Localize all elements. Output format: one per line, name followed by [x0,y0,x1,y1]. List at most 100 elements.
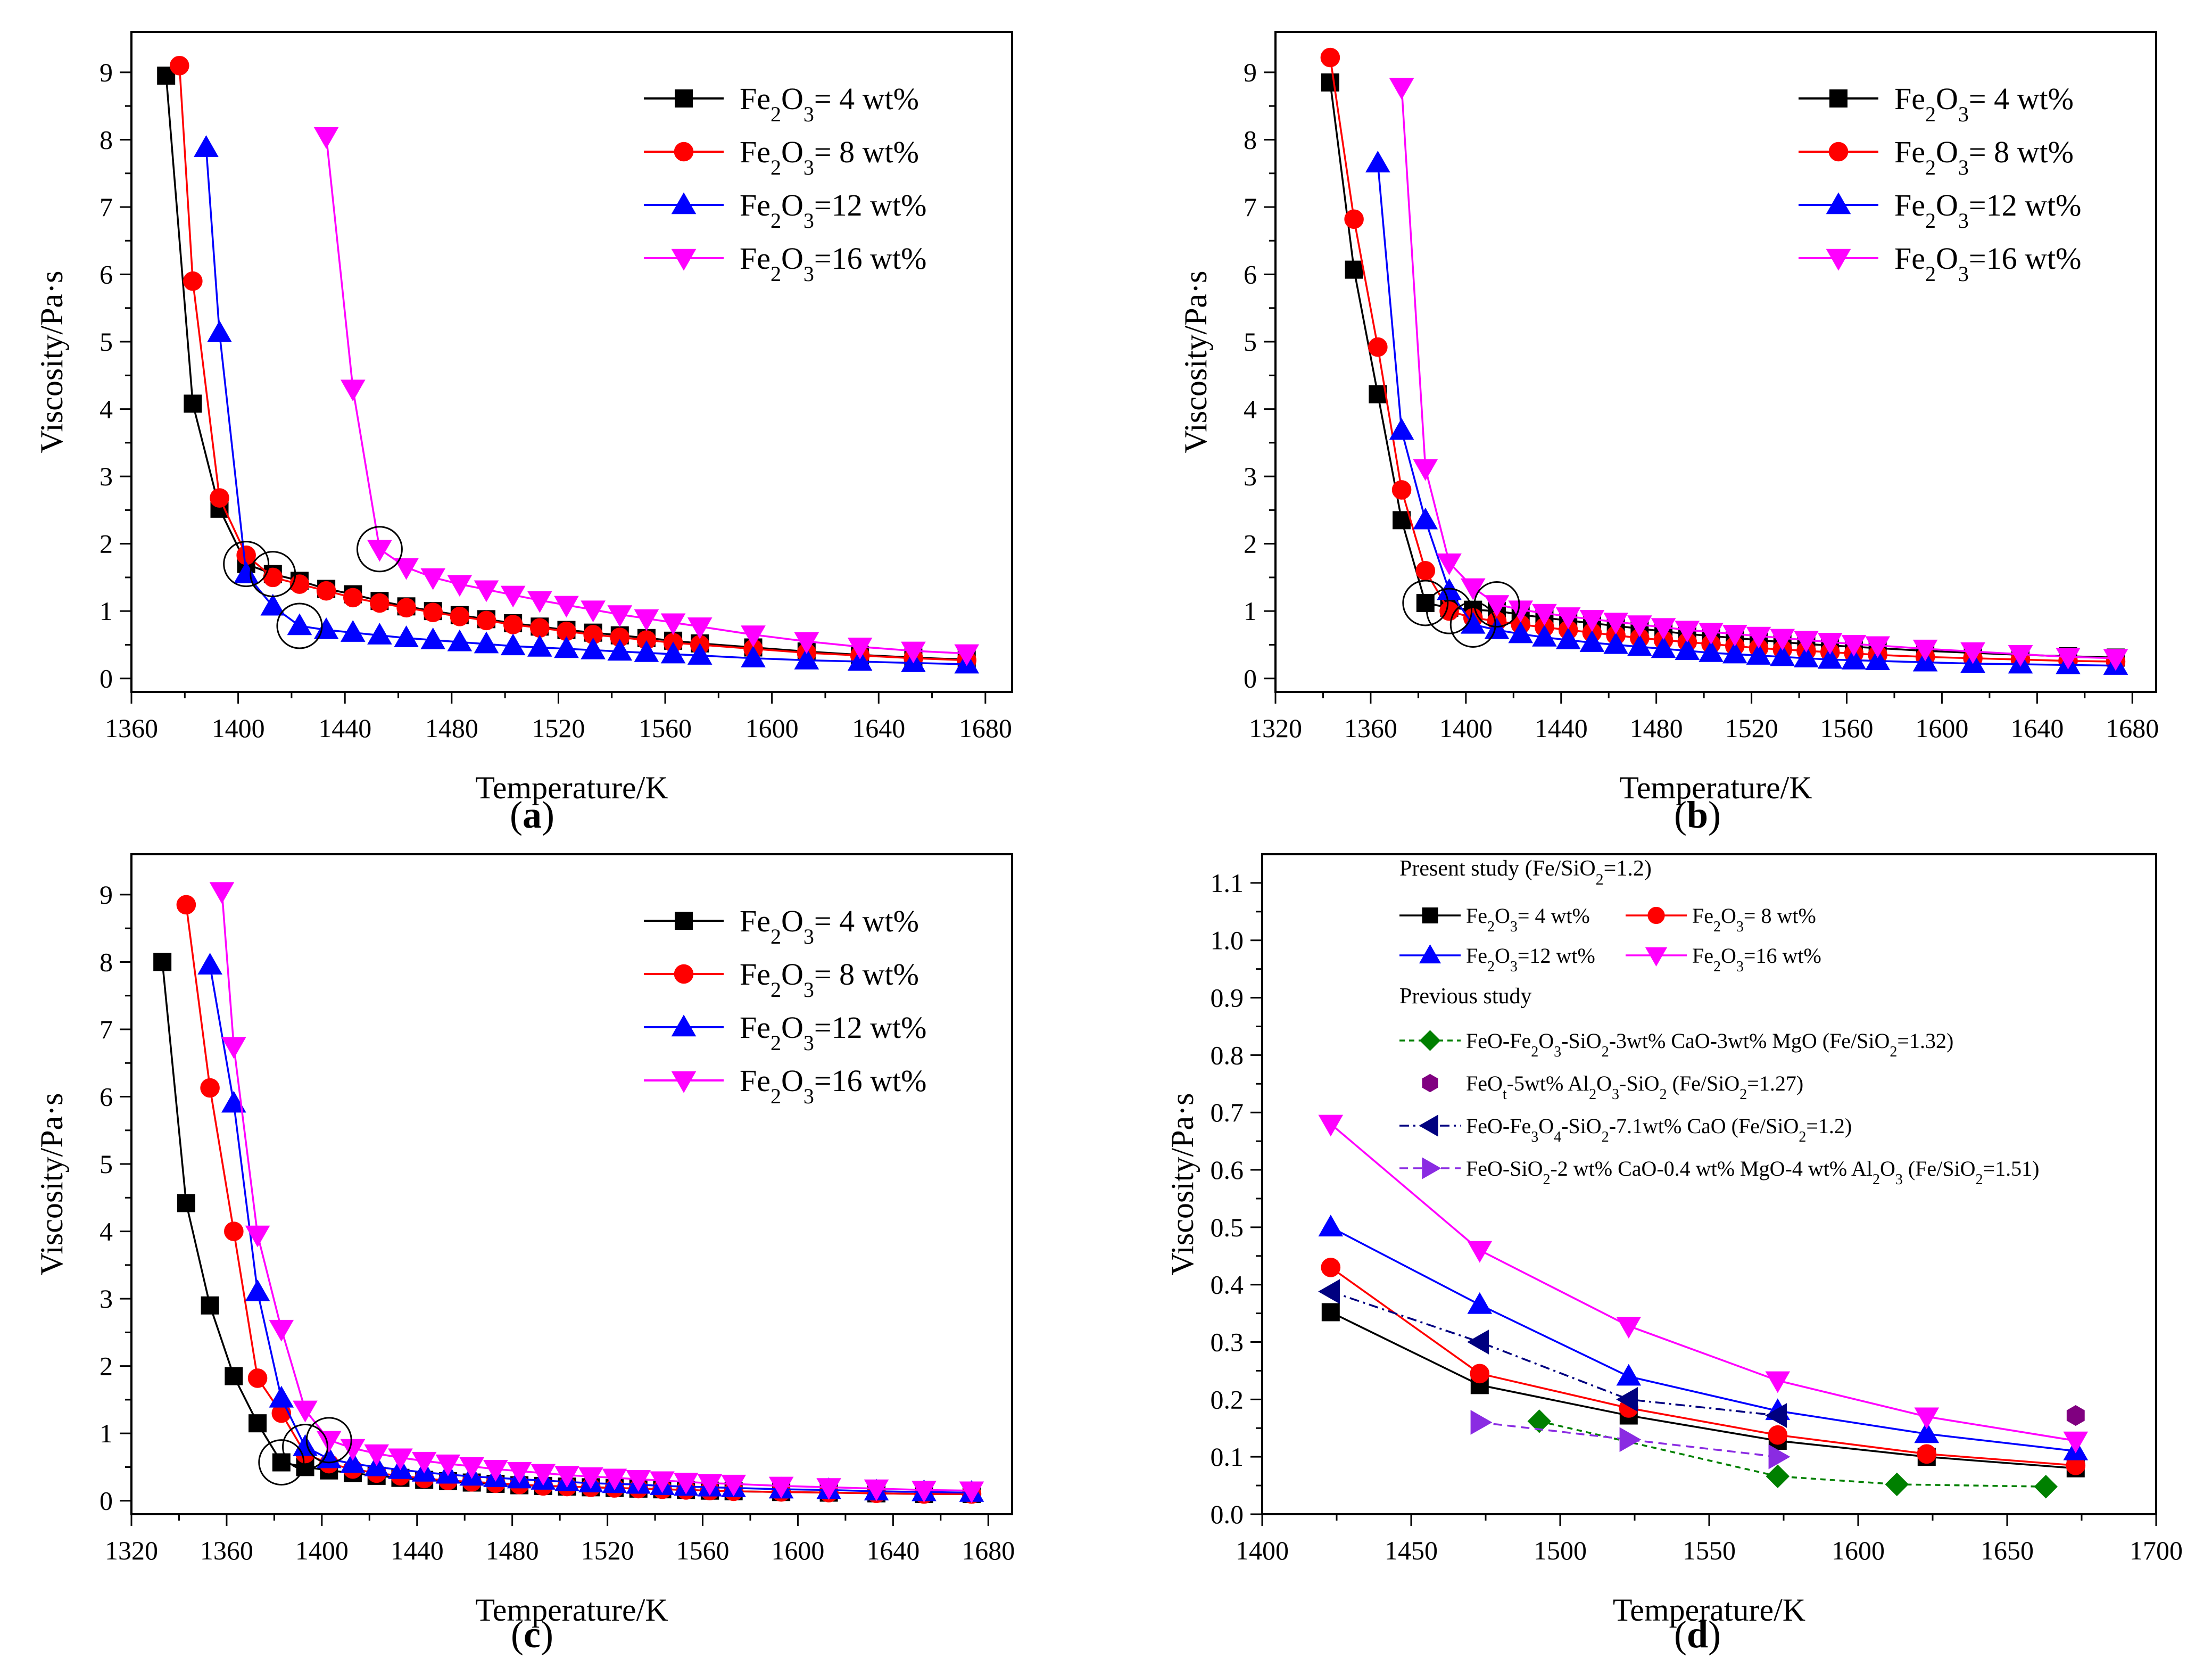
data-point [263,567,283,588]
data-point [1389,418,1414,440]
y-tick-label: 7 [1244,192,1257,222]
y-tick-label: 1 [100,596,113,626]
data-point [697,1474,723,1496]
data-point [1579,630,1605,652]
highlight-circle [1449,601,1496,648]
plot-frame [1274,31,2157,693]
data-point [1768,1425,1788,1445]
data-point [1616,1364,1642,1386]
data-point [721,1474,746,1497]
x-tick-label: 1400 [212,713,265,743]
y-axis-title: Viscosity/Pa·s [34,270,69,453]
legend-label: Fe2O3= 4 wt% [740,81,919,126]
highlight-circle [1426,588,1473,634]
y-axis-title: Viscosity/Pa·s [34,1093,69,1275]
legend-marker [675,89,693,108]
data-point [269,1319,294,1342]
data-point [1467,1330,1489,1355]
data-point [507,1462,532,1484]
legend-marker [1829,89,1848,108]
highlight-circle [282,1423,329,1470]
x-tick-label: 1360 [105,713,158,743]
x-tick-label: 1480 [486,1535,539,1565]
y-axis-title: Viscosity/Pa·s [1178,270,1213,453]
data-point [1345,260,1363,279]
panel-caption: (d) [1674,1613,1721,1656]
x-tick-label: 1600 [1915,713,1968,743]
x-tick-label: 1500 [1534,1535,1587,1565]
data-point [1579,610,1605,632]
data-point [1841,634,1867,657]
x-tick-label: 1400 [1439,713,1493,743]
legend-marker [674,964,694,984]
data-point [316,1431,342,1453]
chart-panel-d: 1400 1450 1500 1550 1600 1650 1700 0.0 0.1 0.2 0.3… [1165,853,2183,1656]
data-point [176,895,196,915]
data-point [2008,645,2033,667]
y-tick-label: 0.4 [1211,1270,1244,1300]
legend-label: Fe2O3= 8 wt% [1692,904,1816,935]
legend-marker [671,249,697,271]
y-tick-label: 9 [1244,57,1257,87]
series-line [1330,1123,2076,1442]
x-tick-label: 1600 [771,1535,824,1565]
data-point [1865,648,1890,670]
y-tick-label: 5 [1244,327,1257,357]
legend-marker [1422,1157,1441,1179]
x-tick-label: 1450 [1385,1535,1438,1565]
legend-marker [1422,1074,1438,1093]
y-tick-label: 6 [1244,260,1257,290]
data-point [221,1037,246,1059]
x-tick-label: 1600 [745,713,799,743]
data-point [340,379,366,402]
data-point [201,1296,219,1315]
data-point [1794,646,1819,667]
legend-label: Fe2O3=16 wt% [1894,241,2081,286]
x-tick-label: 1480 [1630,713,1683,743]
y-tick-label: 0.0 [1211,1499,1244,1529]
data-point [1768,1444,1791,1469]
data-point [476,610,496,631]
data-point [183,271,203,291]
data-point [388,1448,413,1471]
legend-header-previous: Previous study [1399,984,1532,1009]
data-point [2063,1431,2089,1454]
data-point [234,561,259,583]
data-point [1532,604,1557,626]
data-point [245,1225,270,1248]
data-point [816,1478,841,1500]
x-tick-label: 1600 [1832,1535,1885,1565]
x-axis-title: Temperature/K [1613,1592,1805,1628]
legend-label: FeO-SiO2-2 wt% CaO-0.4 wt% MgO-4 wt% Al2… [1466,1157,2039,1188]
data-point [1413,459,1438,481]
data-point [411,1451,437,1474]
data-point [169,55,189,76]
legend-label: Fe2O3=12 wt% [740,1010,926,1055]
y-tick-label: 2 [1244,529,1257,559]
data-point [864,1479,889,1501]
data-point [1817,633,1843,655]
data-point [1699,623,1724,645]
data-point [420,627,446,649]
data-point [1321,73,1339,92]
data-point [527,591,552,613]
data-point [269,1385,294,1408]
data-point [1320,47,1340,68]
data-point [364,1444,390,1466]
x-axis-title: Temperature/K [475,1592,668,1628]
legend-label: Fe2O3= 4 wt% [1894,81,2074,126]
data-point [607,605,633,628]
panel-caption: (b) [1674,794,1721,836]
y-tick-label: 9 [100,57,113,87]
y-tick-label: 1 [1244,596,1257,626]
data-point [901,641,926,664]
data-point [794,632,819,654]
y-axis-title: Viscosity/Pa·s [1165,1093,1200,1275]
y-tick-label: 6 [100,1082,113,1112]
y-tick-label: 0 [100,1486,113,1516]
data-point [578,1467,603,1489]
data-point [340,1451,366,1473]
data-point [554,1466,579,1488]
data-point [293,1400,318,1423]
legend-marker [671,1014,697,1037]
